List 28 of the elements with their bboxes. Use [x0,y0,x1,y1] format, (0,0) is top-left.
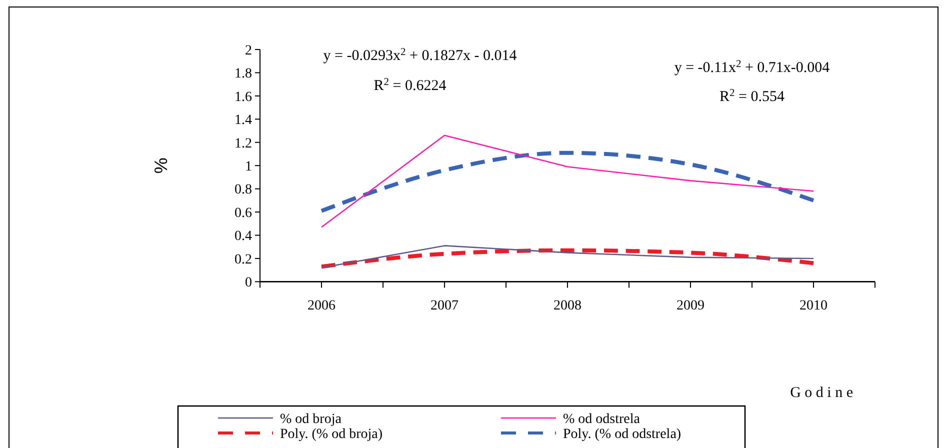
x-tick-label: 2009 [676,298,704,314]
line-series [320,134,814,228]
x-tick-label: 2010 [800,298,828,314]
annotation: y = -0.11x$^{2}$ + 0.71x-0.004 [674,58,830,76]
annotation: y = -0.0293x$^{2}$ + 0.1827x - 0.014 [323,46,518,64]
x-axis-title: G o d i n e [790,385,854,401]
x-tick-label: 2007 [430,298,458,314]
x-tick-label: 2008 [554,298,582,314]
y-tick-label: 0 [245,276,252,291]
line-series [320,150,816,213]
y-tick-label: 1.4 [234,113,252,128]
y-tick-label: 1.2 [234,136,252,152]
y-tick-label: 1.8 [234,66,252,82]
legend-label: Poly. (% od broja) [280,426,383,442]
legend-label: % od odstrela [563,412,641,427]
y-tick-label: 0.6 [234,206,252,221]
legend-label: % od broja [280,412,342,427]
y-tick-label: 0.2 [234,252,252,268]
annotation: R$^{2}$ = 0.554 [720,88,785,105]
x-tick-label: 2006 [308,298,336,314]
y-tick-label: 1.6 [234,90,252,105]
y-tick-label: 2 [245,43,252,58]
y-tick-label: 1 [245,160,252,174]
y-axis-title: % [151,158,171,174]
legend-label: Poly. (% od odstrela) [563,426,682,442]
y-tick-label: 0.8 [234,182,252,198]
y-tick-label: 0.4 [234,229,252,244]
annotation: R$^{2}$ = 0.6224 [374,76,447,94]
